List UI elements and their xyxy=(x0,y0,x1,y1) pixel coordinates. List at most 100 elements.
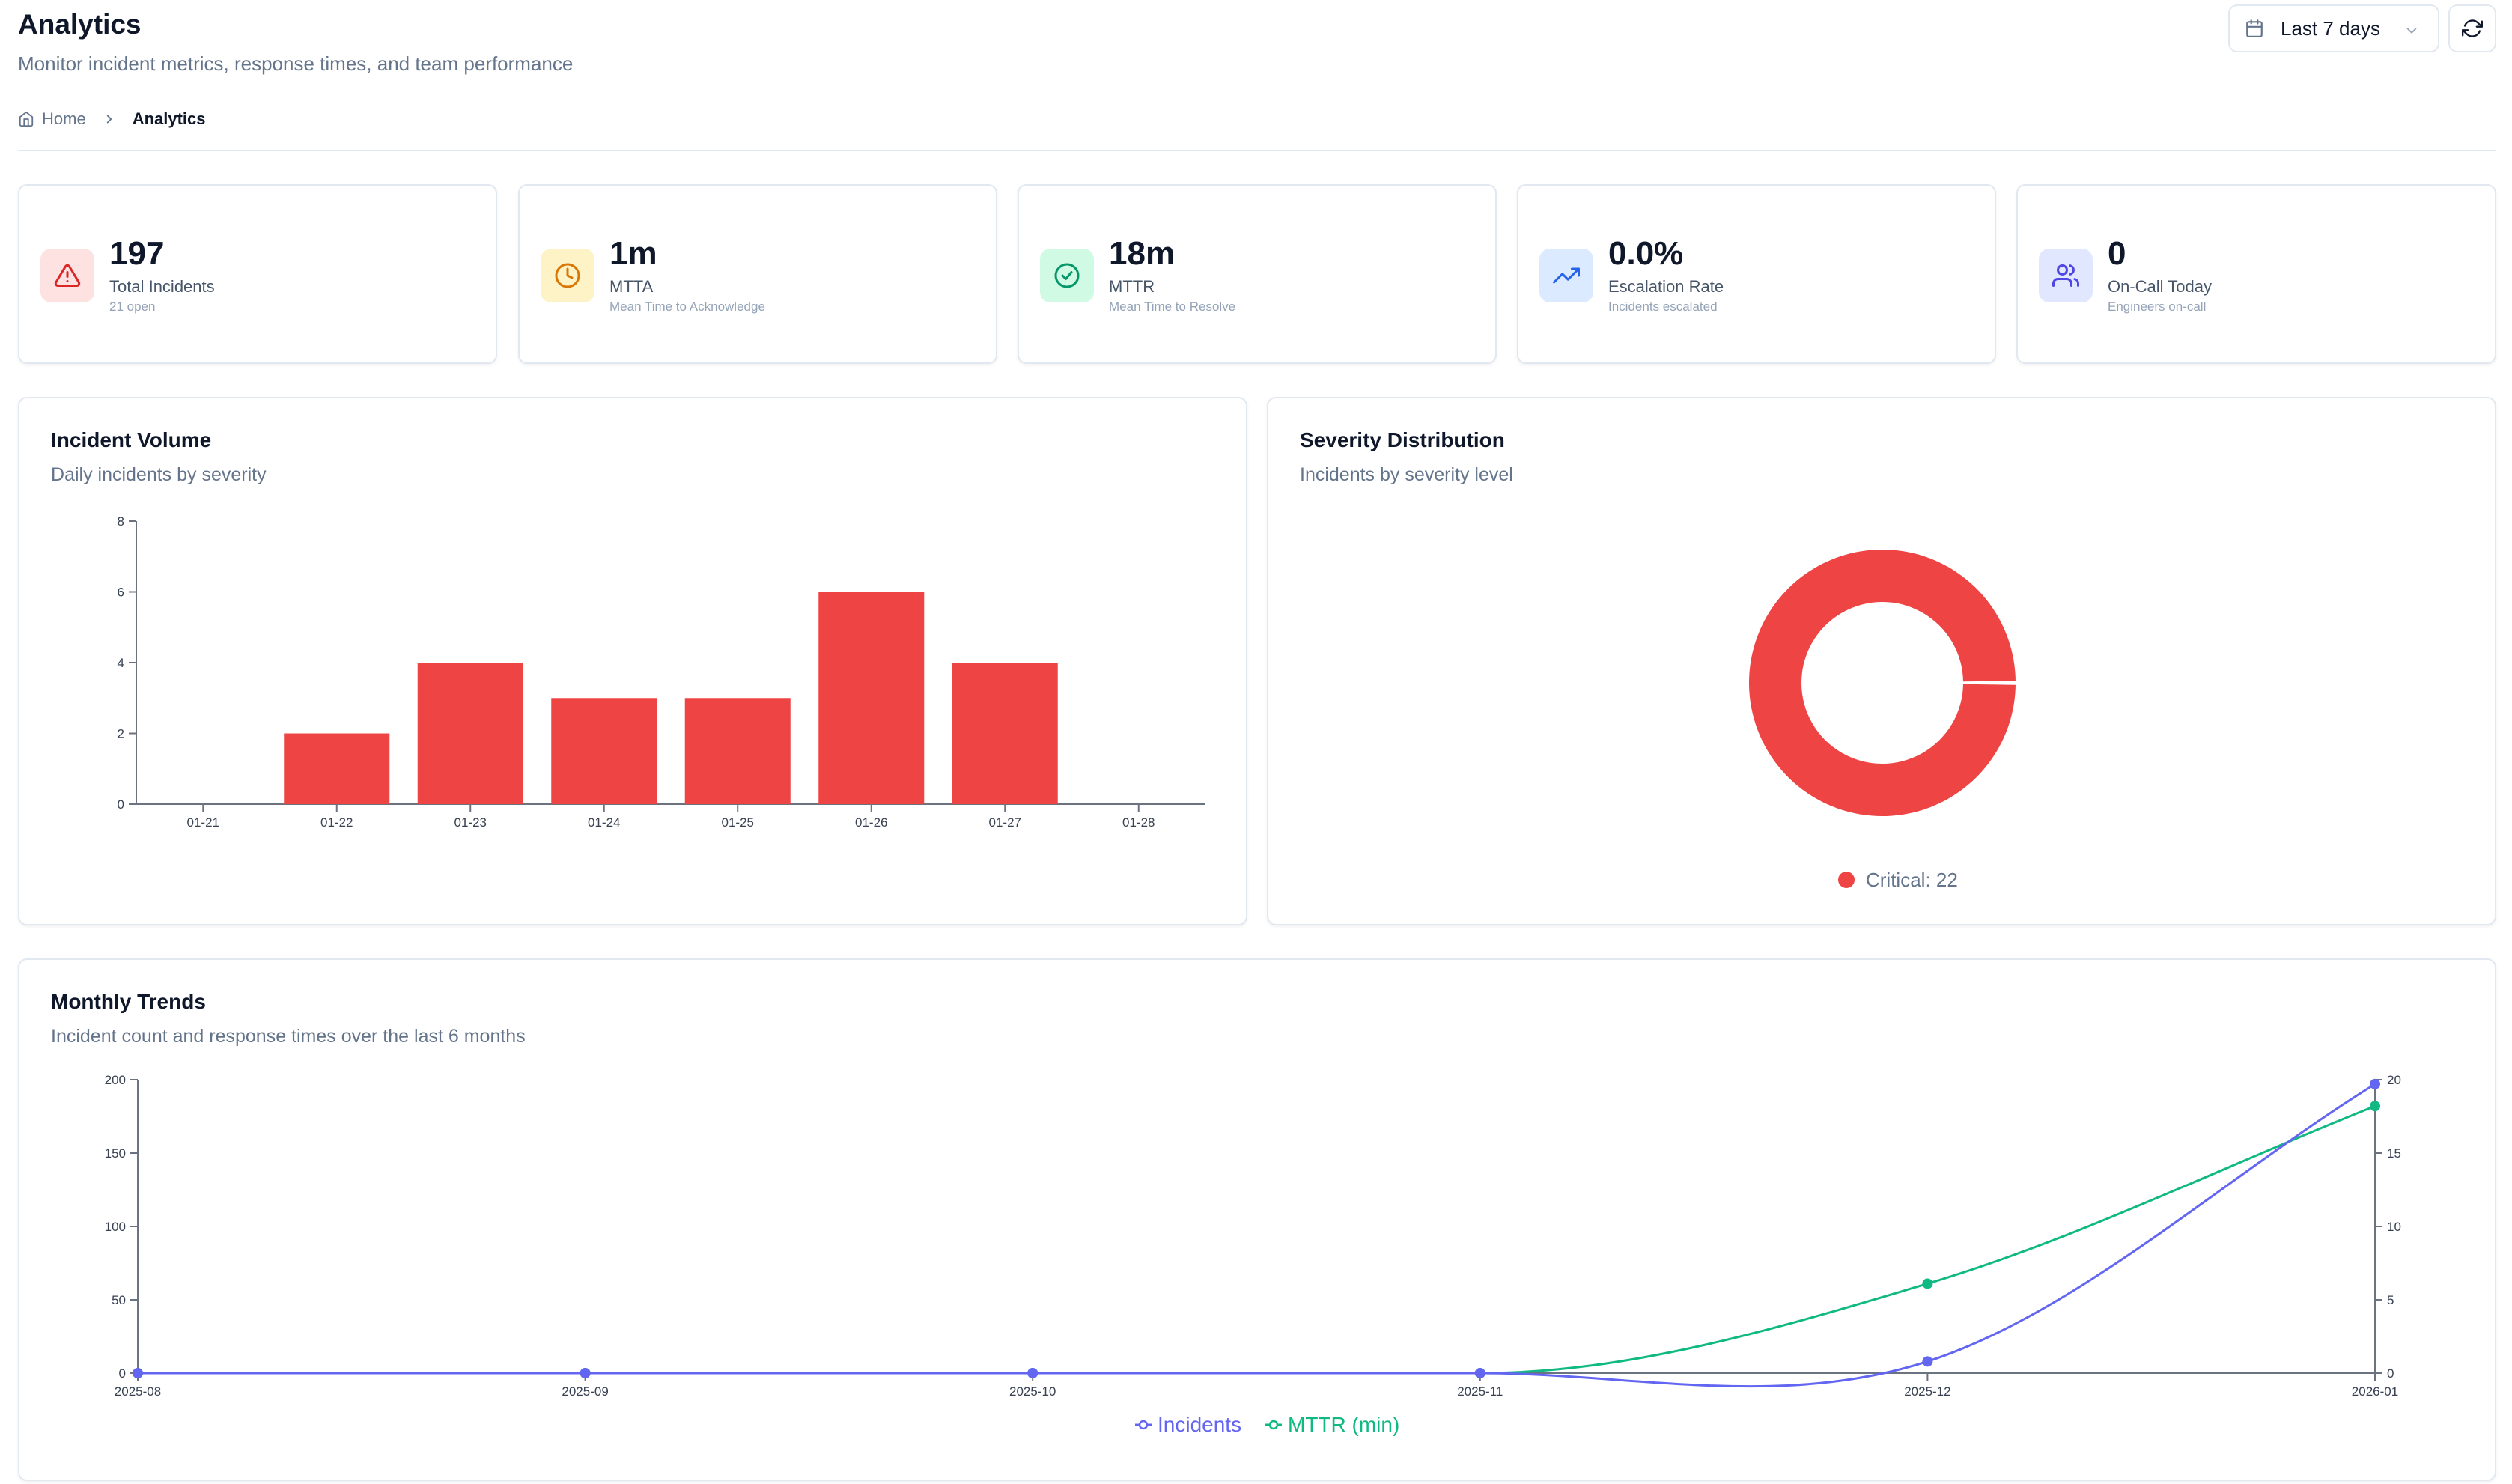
date-range-label: Last 7 days xyxy=(2281,16,2380,40)
alert-triangle-icon xyxy=(54,264,81,287)
legend-label: Incidents xyxy=(1158,1413,1241,1436)
y2-tick-label: 20 xyxy=(2387,1073,2401,1087)
stat-label: MTTR xyxy=(1109,277,1155,296)
y-tick-label: 200 xyxy=(105,1073,126,1087)
stat-card-escalation-rate: 0.0% Escalation Rate Incidents escalated xyxy=(1517,184,1996,364)
stat-sublabel: 21 open xyxy=(109,299,156,314)
bar-01-23 xyxy=(417,663,523,804)
users-icon xyxy=(2052,264,2079,287)
x-tick-label: 01-23 xyxy=(454,815,487,830)
stat-card-on-call: 0 On-Call Today Engineers on-call xyxy=(2016,184,2496,364)
y-tick-label: 8 xyxy=(118,514,124,529)
header-divider xyxy=(18,150,2496,151)
stat-label: MTTA xyxy=(609,277,654,296)
data-point-incidents-2025-08 xyxy=(133,1368,143,1378)
severity-distribution-card: Severity Distribution Incidents by sever… xyxy=(1267,397,2496,925)
data-point-incidents-2025-09 xyxy=(580,1368,591,1378)
stat-value: 0.0% xyxy=(1608,235,1684,272)
x-tick-label: 2025-11 xyxy=(1457,1384,1503,1399)
legend-swatch xyxy=(1838,872,1855,888)
refresh-button[interactable] xyxy=(2448,4,2496,52)
legend-swatch-dot xyxy=(1138,1420,1149,1430)
page-subtitle: Monitor incident metrics, response times… xyxy=(18,52,574,75)
y-tick-label: 100 xyxy=(105,1220,126,1234)
x-tick-label: 2026-01 xyxy=(2352,1384,2398,1399)
stat-card-mtta: 1m MTTA Mean Time to Acknowledge xyxy=(518,184,997,364)
x-tick-label: 01-27 xyxy=(989,815,1021,830)
stat-icon-box xyxy=(1539,249,1593,302)
legend-label: Critical: 22 xyxy=(1866,869,1958,891)
x-tick-label: 2025-10 xyxy=(1009,1384,1056,1399)
x-tick-label: 01-24 xyxy=(588,815,620,830)
home-icon xyxy=(19,111,34,127)
stat-label: Total Incidents xyxy=(109,277,215,296)
page-title: Analytics xyxy=(18,9,142,40)
date-range-select[interactable]: Last 7 days xyxy=(2228,4,2439,52)
bar-01-25 xyxy=(684,698,791,804)
card-title: Monthly Trends xyxy=(51,990,206,1013)
card-title: Severity Distribution xyxy=(1300,428,1505,451)
clock-icon xyxy=(555,263,580,288)
y-tick-label: 50 xyxy=(112,1293,126,1307)
data-point-incidents-2025-10 xyxy=(1027,1368,1038,1378)
card-subtitle: Incident count and response times over t… xyxy=(51,1026,526,1047)
bar-01-27 xyxy=(952,663,1058,804)
y-tick-label: 150 xyxy=(105,1146,126,1161)
x-tick-label: 2025-09 xyxy=(562,1384,608,1399)
trending-up-icon xyxy=(1553,267,1580,284)
y-tick-label: 0 xyxy=(118,797,124,812)
x-tick-label: 01-26 xyxy=(855,815,887,830)
x-tick-label: 01-22 xyxy=(320,815,353,830)
donut-slice-critical xyxy=(1749,550,2016,816)
bar-01-26 xyxy=(818,592,925,804)
calendar-icon xyxy=(2246,19,2263,37)
y2-tick-label: 5 xyxy=(2387,1293,2394,1307)
x-tick-label: 2025-08 xyxy=(115,1384,161,1399)
monthly-trends-card: Monthly Trends Incident count and respon… xyxy=(18,958,2496,1481)
card-subtitle: Incidents by severity level xyxy=(1300,464,1513,485)
stat-icon-box xyxy=(541,249,594,302)
data-point-mttr-2026-01 xyxy=(2370,1101,2380,1112)
y-tick-label: 0 xyxy=(119,1366,126,1381)
refresh-icon xyxy=(2462,19,2483,37)
stat-card-total-incidents: 197 Total Incidents 21 open xyxy=(18,184,497,364)
stat-sublabel: Mean Time to Acknowledge xyxy=(609,299,765,314)
y2-tick-label: 15 xyxy=(2387,1146,2401,1161)
stat-icon-box xyxy=(1040,249,1094,302)
y2-tick-label: 10 xyxy=(2387,1220,2401,1234)
bar-01-22 xyxy=(284,733,390,804)
card-title: Incident Volume xyxy=(51,428,212,451)
stat-label: Escalation Rate xyxy=(1608,277,1724,296)
stat-icon-box xyxy=(40,249,94,302)
y-tick-label: 2 xyxy=(118,727,124,741)
legend-swatch-dot xyxy=(1268,1420,1279,1430)
card-subtitle: Daily incidents by severity xyxy=(51,464,267,485)
x-tick-label: 01-25 xyxy=(722,815,754,830)
x-tick-label: 2025-12 xyxy=(1904,1384,1950,1399)
stat-label: On-Call Today xyxy=(2108,277,2212,296)
data-point-incidents-2025-11 xyxy=(1474,1368,1485,1378)
incident-volume-chart: 0 2 4 6 8 01-21 01-22 01-23 01-24 01-25 01-26 01-27… xyxy=(118,514,1205,830)
stat-value: 1m xyxy=(609,235,657,272)
y-tick-label: 6 xyxy=(118,586,124,600)
stat-card-mttr: 18m MTTR Mean Time to Resolve xyxy=(1018,184,1497,364)
stat-sublabel: Incidents escalated xyxy=(1608,299,1718,314)
series-line-mttr xyxy=(138,1104,2376,1375)
chevron-down-icon xyxy=(2406,28,2417,34)
stat-sublabel: Mean Time to Resolve xyxy=(1109,299,1236,314)
data-point-incidents-2025-12 xyxy=(1922,1356,1933,1367)
monthly-trends-chart: 0 50 100 150 200 0 5 10 15 20 2025-08 2025-09 2025-1… xyxy=(105,1073,2401,1436)
bar-01-24 xyxy=(551,698,657,804)
severity-donut-chart: Critical: 22 xyxy=(1749,550,2016,891)
y2-tick-label: 0 xyxy=(2387,1366,2394,1381)
x-tick-label: 01-21 xyxy=(187,815,219,830)
stat-value: 197 xyxy=(109,235,165,272)
stat-sublabel: Engineers on-call xyxy=(2108,299,2207,314)
breadcrumb-home[interactable]: Home xyxy=(42,109,86,128)
check-circle-icon xyxy=(1054,263,1080,288)
breadcrumb-current: Analytics xyxy=(132,109,206,128)
breadcrumb: Home Analytics xyxy=(18,109,206,129)
series-line-incidents xyxy=(138,1083,2376,1388)
data-point-mttr-2025-12 xyxy=(1922,1278,1933,1289)
